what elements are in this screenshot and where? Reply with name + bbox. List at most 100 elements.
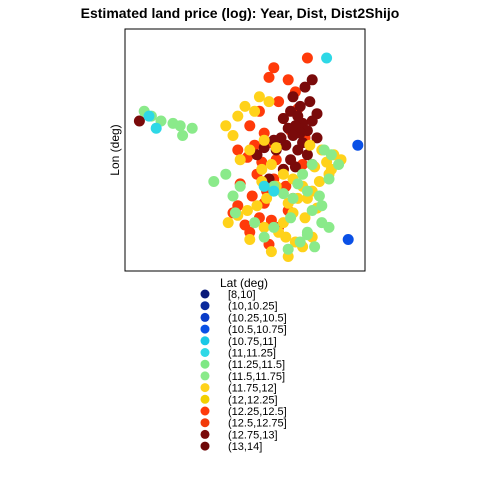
legend-swatch [200,394,210,404]
data-point [268,62,280,74]
legend-label: (12.75,13] [228,429,278,441]
data-point [249,105,261,117]
data-point [253,91,265,103]
data-point [292,144,304,156]
data-point [301,185,313,197]
data-point [311,132,323,144]
legend: [8,10](10,10.25](10.25,10.5](10.5,10.75]… [200,289,287,453]
legend-swatch [200,336,210,346]
data-point [220,120,232,132]
legend-label: (13,14] [228,441,262,453]
data-point [321,52,333,64]
data-point [299,212,311,224]
legend-entry: (13,14] [200,441,262,453]
legend-label: (10.5,10.75] [228,324,287,336]
legend-entry: (11.5,11.75] [200,371,285,383]
data-point [306,159,318,170]
legend-swatch [200,348,210,357]
legend-swatch [200,429,210,439]
data-point [251,200,263,212]
data-point [222,217,234,229]
data-point [220,168,232,180]
legend-label: [8,10] [228,289,256,301]
data-point [299,81,311,93]
legend-swatch [200,418,210,428]
data-point [289,161,301,173]
data-point [246,190,258,202]
data-point [318,144,330,156]
data-point [313,176,325,187]
legend-entry: (11.25,11.5] [200,359,285,371]
data-point [287,91,299,103]
data-point [342,234,354,245]
data-point [270,142,282,154]
legend-title: Lat (deg) [220,276,268,290]
data-point [280,231,292,243]
legend-label: (10.75,11] [228,336,277,348]
data-point [309,241,321,253]
legend-entry: [8,10] [200,289,256,301]
data-point [306,115,318,127]
data-point [265,246,277,258]
data-point [277,168,289,180]
data-point [301,229,313,241]
data-point [143,110,155,122]
data-point [285,212,297,224]
legend-label: (12,12.25] [228,394,278,406]
legend-label: (12.25,12.5] [228,406,287,418]
data-point [282,74,294,86]
data-point [287,130,299,141]
data-point [229,207,241,219]
legend-swatch [200,406,210,416]
data-point [263,96,275,108]
data-point [177,130,189,141]
data-point [258,180,270,192]
legend-swatch [200,301,210,311]
data-point [323,221,335,233]
legend-swatch [200,312,210,322]
legend-label: (12.5,12.75] [228,418,287,430]
data-points [133,52,364,262]
legend-entry: (10.25,10.5] [200,312,287,324]
data-point [244,234,256,245]
data-point [234,154,246,166]
data-point [258,221,270,233]
legend-swatch [200,441,210,451]
legend-entry: (11,11.25] [200,348,276,360]
legend-entry: (12.5,12.75] [200,418,287,430]
legend-swatch [200,289,210,299]
data-point [313,190,325,202]
legend-swatch [200,359,210,369]
legend-entry: (10,10.25] [200,301,278,313]
data-point [294,100,306,112]
data-point [265,159,277,170]
legend-label: (10.25,10.5] [228,312,287,324]
data-point [294,236,306,248]
data-point [227,130,239,141]
data-point [239,100,251,112]
data-point [244,120,256,132]
data-point [304,139,316,151]
data-point [249,217,261,229]
data-point [268,221,280,233]
data-point [280,139,292,151]
legend-swatch [200,371,210,381]
data-point [256,163,268,175]
legend-swatch [200,324,210,334]
legend-entry: (10.5,10.75] [200,324,287,336]
chart-title: Estimated land price (log): Year, Dist, … [81,5,400,21]
data-point [273,96,285,108]
data-point [227,190,239,202]
data-point [306,74,318,86]
data-point [277,113,289,124]
data-point [263,71,275,83]
data-point [306,205,318,216]
data-point [244,144,256,156]
data-point [261,192,273,204]
data-point [241,205,253,216]
legend-label: (11.25,11.5] [228,359,285,371]
legend-swatch [200,383,210,393]
data-point [287,192,299,204]
data-point [282,243,294,255]
